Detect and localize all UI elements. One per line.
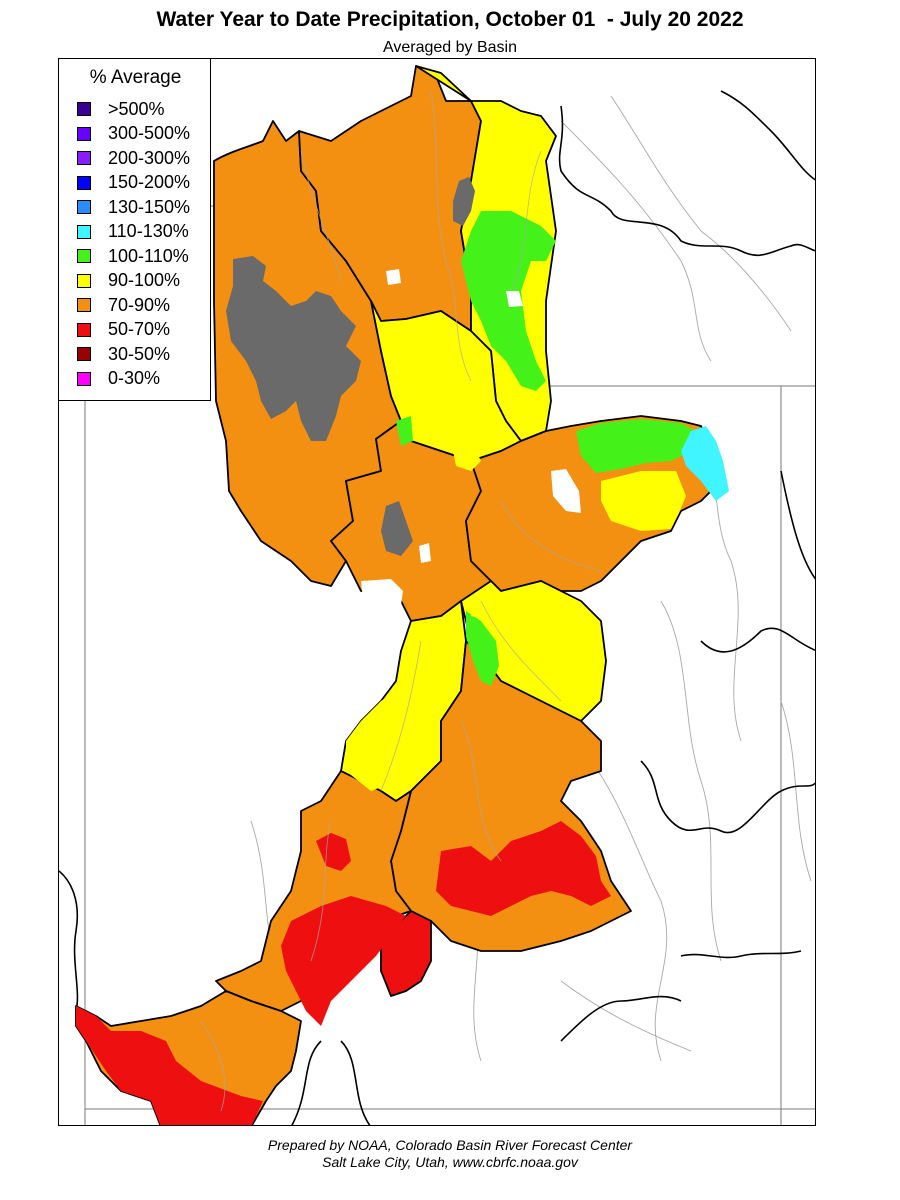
map-subtitle: Averaged by Basin [382, 39, 517, 56]
legend-swatch [77, 273, 91, 288]
region-east-cyan-110-130 [681, 426, 729, 501]
footer-credit: Prepared by NOAA, Colorado Basin River F… [267, 1137, 633, 1153]
legend-item: 30-50% [77, 344, 170, 364]
legend-item: 130-150% [77, 197, 190, 217]
legend-label: >500% [108, 98, 165, 119]
region-weber-100-110 [396, 416, 413, 446]
region-price-100-110 [466, 611, 499, 686]
legend-swatch [77, 126, 91, 141]
legend-label: 70-90% [108, 294, 171, 315]
legend: % Average >500% 300-500% 200-300% 150-200% 1… [58, 58, 211, 401]
region-duchesne-90-100 [601, 471, 686, 531]
region-sevier-90-100-north [346, 691, 411, 791]
legend-label: 110-130% [108, 221, 189, 241]
bear-lake [453, 177, 475, 226]
legend-swatch [77, 175, 91, 190]
legend-label: 150-200% [108, 172, 191, 192]
legend-item: 100-110% [77, 246, 189, 266]
legend-label: 200-300% [108, 147, 191, 168]
no-data-patches [361, 269, 581, 619]
legend-item: 0-30% [77, 368, 161, 389]
legend-label: 130-150% [108, 196, 191, 217]
legend-swatch [77, 200, 91, 214]
legend-label: 90-100% [108, 270, 181, 290]
legend-label: 0-30% [108, 368, 161, 388]
legend-swatch [77, 298, 91, 312]
legend-label: 100-110% [108, 245, 189, 266]
footer-location: Salt Lake City, Utah, www.cbrfc.noaa.gov [322, 1154, 578, 1170]
gray-areas [226, 177, 475, 556]
utah-lake [381, 501, 413, 556]
legend-swatch [77, 322, 91, 337]
legend-swatch [77, 371, 91, 386]
legend-swatch [77, 249, 91, 263]
legend-item: 50-70% [77, 319, 171, 340]
basin-map [59, 65, 815, 1125]
legend-label: 30-50% [108, 343, 171, 364]
great-salt-lake [226, 256, 361, 441]
legend-item: 110-130% [77, 221, 189, 242]
region-weber-90-100-north [451, 441, 481, 471]
legend-title: % Average [89, 67, 182, 88]
legend-item: 300-500% [77, 123, 191, 144]
legend-item: 90-100% [77, 270, 181, 291]
legend-label: 300-500% [108, 123, 191, 143]
map-frame[interactable] [58, 58, 816, 1126]
legend-item: >500% [77, 99, 165, 119]
region-sevier-50-70-north [316, 833, 351, 871]
region-white-river-90-100-west [471, 586, 501, 621]
region-virgin-50-70 [76, 1006, 263, 1125]
legend-swatch [77, 102, 91, 116]
map-title: Water Year to Date Precipitation, Octobe… [156, 8, 744, 31]
basin-rivers [200, 90, 602, 1112]
legend-swatch [77, 224, 91, 239]
region-duchesne-100-110 [576, 419, 696, 473]
legend-item: 70-90% [77, 295, 170, 315]
legend-item: 150-200% [77, 172, 191, 193]
legend-swatch [77, 151, 91, 165]
legend-label: 50-70% [108, 319, 171, 339]
region-dirty-devil-50-70 [436, 821, 611, 916]
legend-swatch [77, 347, 91, 361]
region-sevier-50-70 [281, 896, 406, 1026]
legend-item: 200-300% [77, 148, 190, 168]
outer-boundaries [59, 90, 815, 1125]
